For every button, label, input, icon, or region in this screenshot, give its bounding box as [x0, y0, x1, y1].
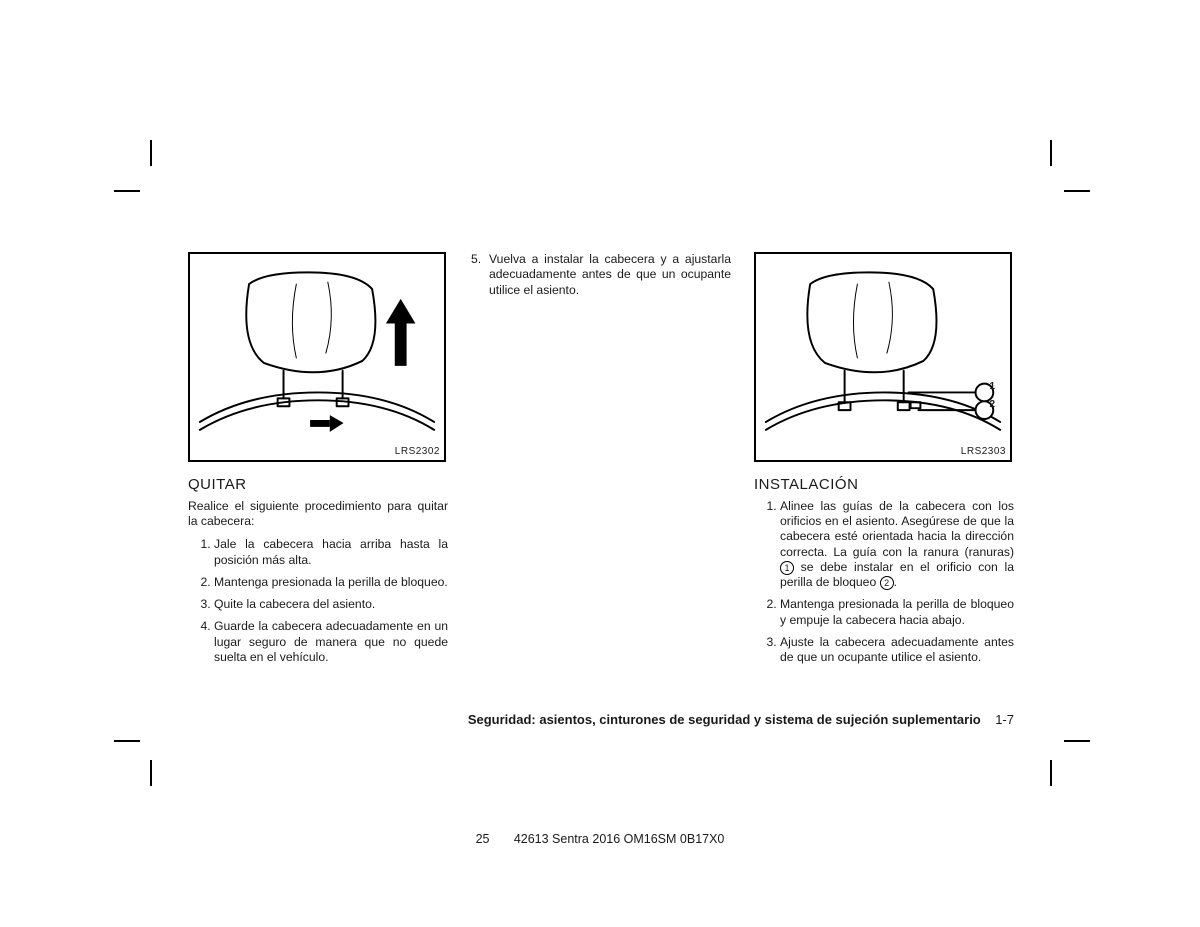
continued-step: 5. Vuelva a instalar la cabecera y a aju… — [471, 252, 731, 298]
crop-mark — [1064, 740, 1090, 742]
circled-number-icon: 2 — [880, 576, 894, 590]
intro-text: Realice el siguiente procedimiento para … — [188, 499, 448, 530]
heading-remove: QUITAR — [188, 476, 448, 495]
manual-page: LRS2302 QUITAR Realice el siguiente proc… — [0, 0, 1200, 927]
install-steps: Alinee las guías de la cabecera con los … — [754, 499, 1014, 666]
crop-mark — [150, 140, 152, 166]
remove-steps: Jale la cabecera hacia arriba hasta la p… — [188, 537, 448, 665]
headrest-install-illustration — [756, 254, 1010, 460]
callout-2: 2 — [989, 399, 995, 412]
list-item: Mantenga presionada la perilla de bloque… — [214, 575, 448, 590]
crop-mark — [1050, 760, 1052, 786]
column-middle: 5. Vuelva a instalar la cabecera y a aju… — [471, 252, 731, 672]
crop-mark — [1064, 190, 1090, 192]
three-column-layout: LRS2302 QUITAR Realice el siguiente proc… — [188, 252, 1014, 672]
list-item: Quite la cabecera del asiento. — [214, 597, 448, 612]
page-ref: 1-7 — [995, 712, 1014, 727]
list-item: Ajuste la cabecera adecuadamente antes d… — [780, 635, 1014, 666]
section-footer: Seguridad: asientos, cinturones de segur… — [188, 712, 1014, 727]
imprint-line: 25 42613 Sentra 2016 OM16SM 0B17X0 — [0, 832, 1200, 846]
figure-label: LRS2302 — [395, 446, 440, 459]
doc-code: 42613 Sentra 2016 OM16SM 0B17X0 — [514, 832, 725, 846]
figure-label: LRS2303 — [961, 446, 1006, 459]
crop-mark — [150, 760, 152, 786]
crop-mark — [114, 190, 140, 192]
list-item: Guarde la cabecera adecuadamente en un l… — [214, 619, 448, 665]
step-number: 5. — [471, 252, 489, 298]
page-number: 25 — [476, 832, 490, 846]
circled-number-icon: 1 — [780, 561, 794, 575]
column-left: LRS2302 QUITAR Realice el siguiente proc… — [188, 252, 448, 672]
figure-remove-headrest: LRS2302 — [188, 252, 446, 462]
crop-mark — [1050, 140, 1052, 166]
list-item: Alinee las guías de la cabecera con los … — [780, 499, 1014, 591]
heading-install: INSTALACIÓN — [754, 476, 1014, 495]
step-text: Vuelva a instalar la cabecera y a ajusta… — [489, 252, 731, 298]
figure-install-headrest: 1 2 LRS2303 — [754, 252, 1012, 462]
list-item: Jale la cabecera hacia arriba hasta la p… — [214, 537, 448, 568]
content-area: LRS2302 QUITAR Realice el siguiente proc… — [188, 252, 1014, 672]
crop-mark — [114, 740, 140, 742]
headrest-remove-illustration — [190, 254, 444, 460]
section-title: Seguridad: asientos, cinturones de segur… — [468, 712, 981, 727]
callout-1: 1 — [989, 381, 995, 394]
column-right: 1 2 LRS2303 INSTALACIÓN Alinee las guías… — [754, 252, 1014, 672]
list-item: Mantenga presionada la perilla de bloque… — [780, 597, 1014, 628]
